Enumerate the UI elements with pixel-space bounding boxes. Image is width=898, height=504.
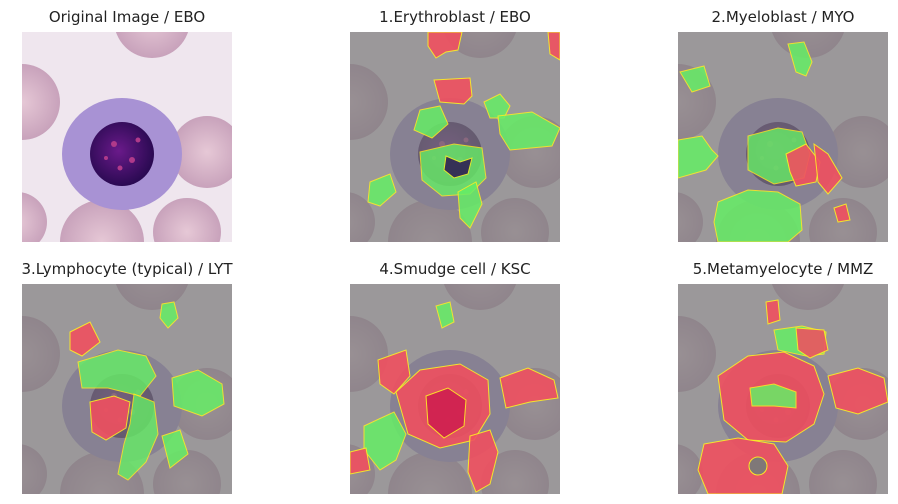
explanation-overlay-myeloblast [678, 32, 888, 242]
original-cell-image [22, 32, 232, 242]
panel-title: 5.Metamyelocyte / MMZ [692, 260, 874, 278]
panel-title: Original Image / EBO [48, 8, 206, 26]
panel-title: 2.Myeloblast / MYO [711, 8, 855, 26]
explanation-overlay-lymphocyte [22, 284, 232, 494]
panel-title: 1.Erythroblast / EBO [379, 8, 531, 26]
explanation-overlay-metamyelocyte [678, 284, 888, 494]
panel-title: 4.Smudge cell / KSC [379, 260, 531, 278]
explanation-overlay-erythroblast [350, 32, 560, 242]
explanation-overlay-smudge-cell [350, 284, 560, 494]
panel-title: 3.Lymphocyte (typical) / LYT [21, 260, 233, 278]
